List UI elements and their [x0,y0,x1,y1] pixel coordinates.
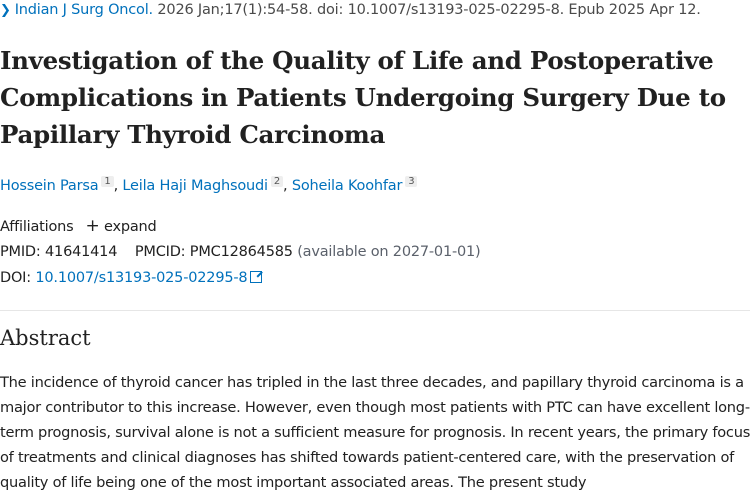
authors-list: Hossein Parsa 1, Leila Haji Maghsoudi 2, S… [0,176,418,194]
abstract-heading: Abstract [0,326,91,350]
pmid-value: 41641414 [45,244,118,260]
affiliation-ref[interactable]: 1 [101,176,114,187]
pmcid-label: PMCID: [134,244,186,260]
affiliation-ref[interactable]: 2 [270,176,283,187]
citation: ❯ Indian J Surg Oncol. 2026 Jan;17(1):54-… [0,2,701,18]
affiliations-toggle[interactable]: Affiliations + expand [0,216,157,236]
doi-label: DOI: [0,270,31,286]
journal-link[interactable]: Indian J Surg Oncol. [14,2,153,18]
abstract-text: The incidence of thyroid cancer has trip… [0,374,750,491]
page-title: Investigation of the Quality of Life and… [0,46,726,149]
author-link[interactable]: Hossein Parsa [0,177,99,194]
author-link[interactable]: Soheila Koohfar [291,177,403,194]
author-link[interactable]: Leila Haji Maghsoudi [122,177,268,194]
pmid-label: PMID: [0,244,41,260]
chevron-right-icon: ❯ [0,3,11,18]
identifiers: PMID: 41641414 PMCID: PMC12864585 (avail… [0,244,481,260]
external-link-icon [250,271,263,283]
doi-link[interactable]: 10.1007/s13193-025-02295-8 [35,270,248,286]
doi: DOI: 10.1007/s13193-025-02295-8 [0,270,263,286]
pmcid-value: PMC12864585 [189,244,293,260]
divider [0,310,750,311]
affiliations-label: Affiliations [0,219,74,235]
citation-details: 2026 Jan;17(1):54-58. doi: 10.1007/s1319… [152,2,701,18]
affiliation-ref[interactable]: 3 [405,176,418,187]
pmcid-availability: (available on 2027-01-01) [297,244,481,260]
expand-label: expand [103,219,157,235]
plus-icon: + [85,216,100,236]
